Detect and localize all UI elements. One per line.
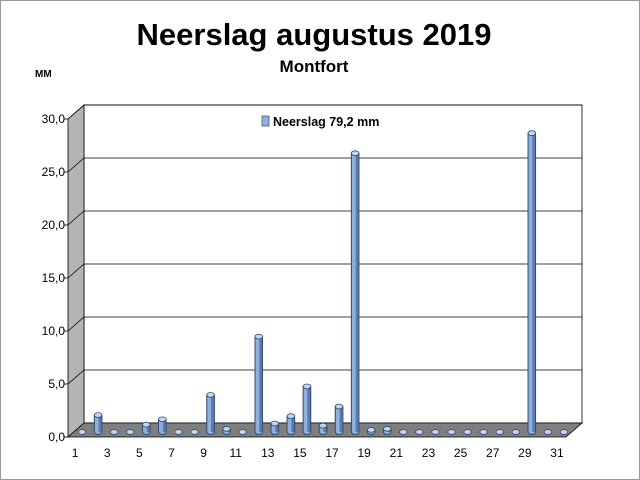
bar — [350, 150, 360, 435]
bars — [77, 130, 569, 435]
y-tick-label: 10,0 — [42, 324, 66, 338]
x-tick-label: 13 — [261, 446, 275, 460]
bar — [254, 333, 263, 435]
bar — [431, 429, 440, 435]
x-tick-label: 27 — [486, 446, 500, 460]
bar — [93, 412, 103, 435]
legend: Neerslag 79,2 mm — [261, 115, 379, 129]
x-tick-labels: 1 3 5 7 9 11 13 15 17 19 21 23 25 27 29 31 — [72, 446, 564, 460]
bar — [206, 392, 215, 435]
gridline — [67, 104, 85, 120]
bar — [190, 429, 199, 435]
bar — [222, 426, 231, 435]
x-tick-label: 31 — [550, 446, 564, 460]
bar — [142, 421, 151, 435]
bar — [109, 429, 119, 435]
x-tick-label: 17 — [325, 446, 339, 460]
bar — [334, 403, 344, 435]
bar — [126, 429, 135, 435]
legend-label: Neerslag 79,2 mm — [273, 115, 379, 129]
bar — [415, 429, 424, 435]
x-tick-label: 23 — [422, 446, 436, 460]
x-tick-label: 1 — [72, 446, 79, 460]
y-tick-labels: 0,0 5,0 10,0 15,0 20,0 25,0 30,0 — [42, 112, 68, 444]
y-tick-label: 15,0 — [42, 271, 66, 285]
x-tick-label: 7 — [168, 446, 175, 460]
y-unit-label: MM — [35, 69, 52, 80]
y-tick-label: 0,0 — [48, 430, 65, 444]
bar — [270, 420, 280, 435]
gridline — [67, 263, 85, 279]
bar — [543, 429, 553, 435]
y-tick-label: 30,0 — [42, 112, 66, 126]
bar — [479, 429, 488, 435]
legend-swatch — [261, 115, 270, 127]
x-tick-label: 11 — [229, 446, 242, 460]
bar — [495, 429, 504, 435]
bar — [366, 427, 376, 435]
bar — [383, 426, 392, 435]
y-tick-label: 5,0 — [48, 377, 65, 391]
chart-subtitle: Montfort — [280, 57, 349, 76]
x-tick-label: 3 — [104, 446, 111, 460]
x-tick-label: 29 — [518, 446, 532, 460]
bar — [399, 429, 408, 435]
bar — [527, 130, 537, 435]
chart-title: Neerslag augustus 2019 — [137, 17, 492, 52]
x-tick-label: 25 — [454, 446, 468, 460]
plot-walls — [66, 104, 584, 438]
bar — [559, 429, 569, 435]
x-tick-label: 9 — [200, 446, 207, 460]
x-tick-label: 19 — [358, 446, 372, 460]
gridline — [67, 157, 85, 173]
bar — [302, 383, 312, 435]
gridline — [67, 316, 85, 332]
x-tick-label: 21 — [390, 446, 404, 460]
gridline — [67, 369, 85, 385]
y-tick-label: 20,0 — [42, 218, 66, 232]
gridline — [67, 210, 85, 226]
bar — [463, 429, 472, 435]
bar — [238, 429, 247, 435]
x-tick-label: 5 — [136, 446, 143, 460]
bar — [511, 429, 520, 435]
bar — [174, 429, 183, 435]
x-tick-label: 15 — [293, 446, 307, 460]
bar — [447, 429, 456, 435]
bar — [318, 422, 328, 435]
y-tick-label: 25,0 — [42, 165, 66, 179]
bar — [158, 416, 167, 435]
bar — [286, 413, 296, 435]
bar — [77, 429, 87, 435]
gridlines — [67, 104, 582, 385]
